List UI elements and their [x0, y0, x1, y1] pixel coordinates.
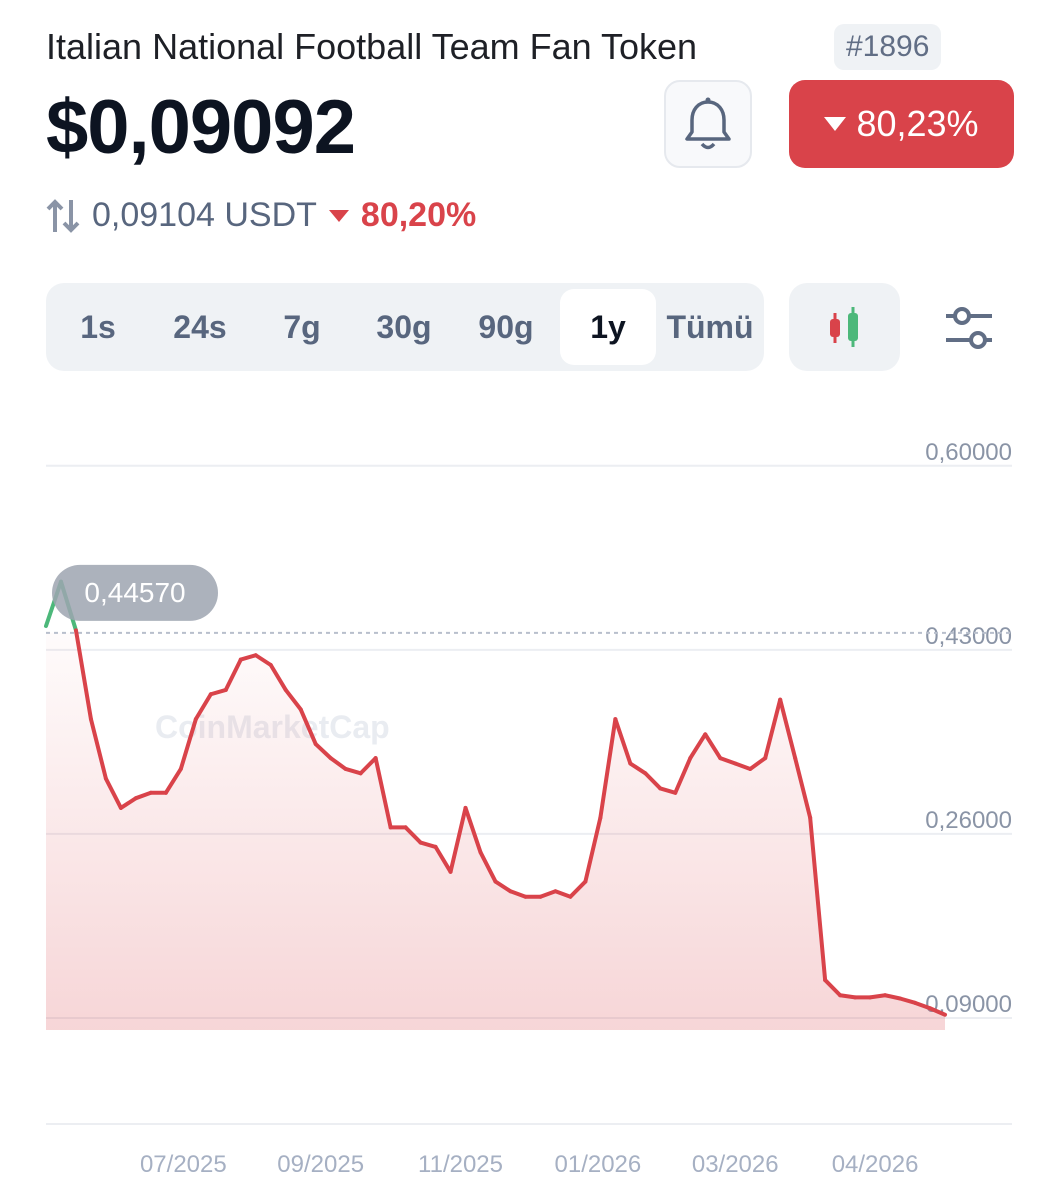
line-segment [763, 697, 783, 761]
rank-badge: #1896 [834, 24, 942, 70]
change-value: 80,23% [856, 103, 979, 144]
line-segment [553, 889, 573, 899]
line-segment [793, 756, 813, 820]
line-segment [508, 889, 528, 899]
line-segment [418, 840, 438, 849]
x-tick-label: 11/2025 [418, 1151, 503, 1178]
line-segment [838, 993, 858, 1000]
line-segment [343, 766, 363, 776]
range-tab[interactable]: 24s [173, 308, 227, 345]
line-segment [778, 697, 798, 761]
line-segment [733, 761, 753, 771]
line-segment [283, 687, 303, 712]
line-segment [898, 996, 918, 1005]
usdt-price: 0,09104 USDT [92, 196, 317, 234]
line-segment [643, 771, 663, 791]
line-segment [103, 776, 123, 810]
line-segment [658, 786, 678, 795]
line-segment [808, 815, 828, 983]
range-tab[interactable]: 30g [376, 308, 432, 345]
settings-icon[interactable] [940, 300, 1000, 356]
bell-icon [685, 97, 731, 150]
line-segment [598, 717, 618, 820]
line-segment [163, 766, 183, 795]
line-segment [328, 756, 348, 771]
range-tabs: 1s 24s 7g 30g 90g 1y Tümü [46, 283, 764, 371]
y-tick-label: 0,43000 [925, 623, 1012, 650]
reference-pill [52, 564, 218, 621]
down-arrow [824, 117, 847, 131]
line-segment [913, 1000, 933, 1011]
y-tick-label: 0,26000 [925, 807, 1012, 834]
usdt-row: 0,09104 USDT 80,20% [46, 196, 476, 235]
line-segment [313, 742, 333, 761]
line-segment [193, 692, 213, 722]
change-badge: 80,23% [789, 80, 1014, 168]
line-segment [583, 815, 603, 884]
line-segment [433, 844, 453, 874]
line-segment [868, 993, 888, 1000]
line-segment [88, 717, 108, 781]
range-tab[interactable]: 7g [283, 308, 321, 345]
line-segment [208, 687, 228, 697]
line-segment [823, 978, 843, 998]
y-tick-label: 0,60000 [925, 439, 1012, 466]
alert-button[interactable] [664, 80, 752, 168]
reference-label: 0,44570 [84, 577, 185, 608]
line-segment [253, 653, 273, 668]
range-tab[interactable]: 1s [80, 308, 116, 345]
line-segment [133, 790, 153, 801]
line-segment [373, 756, 393, 830]
candle-icon [830, 307, 858, 347]
x-tick-label: 01/2026 [555, 1151, 642, 1178]
line-segment [403, 825, 423, 845]
usdt-change: 80,20% [360, 196, 477, 234]
range-tab[interactable]: 1y [560, 289, 656, 365]
line-segment [178, 717, 198, 771]
line-segment [73, 628, 93, 722]
line-segment [568, 879, 588, 899]
area [46, 632, 945, 1030]
line-segment [748, 756, 768, 771]
price-chart: CoinMarketCap0,090000,260000,430000,6000… [44, 439, 1012, 1178]
candle-toggle[interactable] [789, 283, 900, 371]
line-segment [118, 796, 138, 810]
line-segment [718, 756, 738, 766]
x-tick-label: 04/2026 [832, 1151, 919, 1178]
x-tick-label: 07/2025 [140, 1151, 227, 1178]
swap-icon [46, 198, 80, 233]
x-tick-label: 09/2025 [277, 1151, 364, 1178]
line-segment [673, 756, 693, 795]
line-segment [478, 850, 498, 884]
line-segment [628, 761, 648, 776]
line-segment [298, 707, 318, 747]
range-tab[interactable]: Tümü [666, 308, 754, 345]
line-segment [493, 879, 513, 894]
down-arrow [328, 209, 349, 222]
line-segment [463, 805, 483, 855]
line-segment [538, 889, 558, 899]
line-segment [613, 717, 633, 766]
line-segment [268, 663, 288, 692]
line-segment [688, 732, 708, 761]
line-segment [883, 993, 903, 1001]
line-segment [238, 653, 258, 662]
line-segment [703, 732, 723, 761]
line-segment [223, 657, 243, 692]
price: $0,09092 [46, 85, 356, 170]
line-segment [448, 805, 468, 874]
x-tick-label: 03/2026 [692, 1151, 779, 1178]
line-segment [928, 1006, 947, 1017]
token-title: Italian National Football Team Fan Token [46, 26, 698, 67]
line-segment [358, 756, 378, 776]
range-tab[interactable]: 90g [478, 308, 534, 345]
